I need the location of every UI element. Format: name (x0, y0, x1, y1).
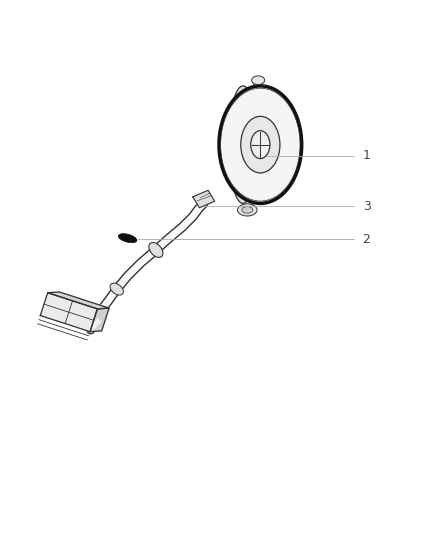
Text: 2: 2 (363, 232, 371, 246)
Ellipse shape (219, 86, 302, 204)
Ellipse shape (237, 204, 257, 216)
Polygon shape (48, 292, 109, 309)
Polygon shape (193, 190, 215, 208)
Ellipse shape (241, 116, 280, 173)
Ellipse shape (251, 131, 270, 158)
Ellipse shape (149, 243, 163, 257)
Ellipse shape (242, 207, 253, 213)
Polygon shape (40, 293, 97, 332)
Ellipse shape (252, 76, 265, 85)
Text: 3: 3 (363, 200, 371, 213)
Ellipse shape (110, 283, 124, 295)
Ellipse shape (229, 86, 258, 204)
Polygon shape (90, 308, 109, 332)
Text: 1: 1 (363, 149, 371, 162)
Ellipse shape (118, 233, 137, 243)
